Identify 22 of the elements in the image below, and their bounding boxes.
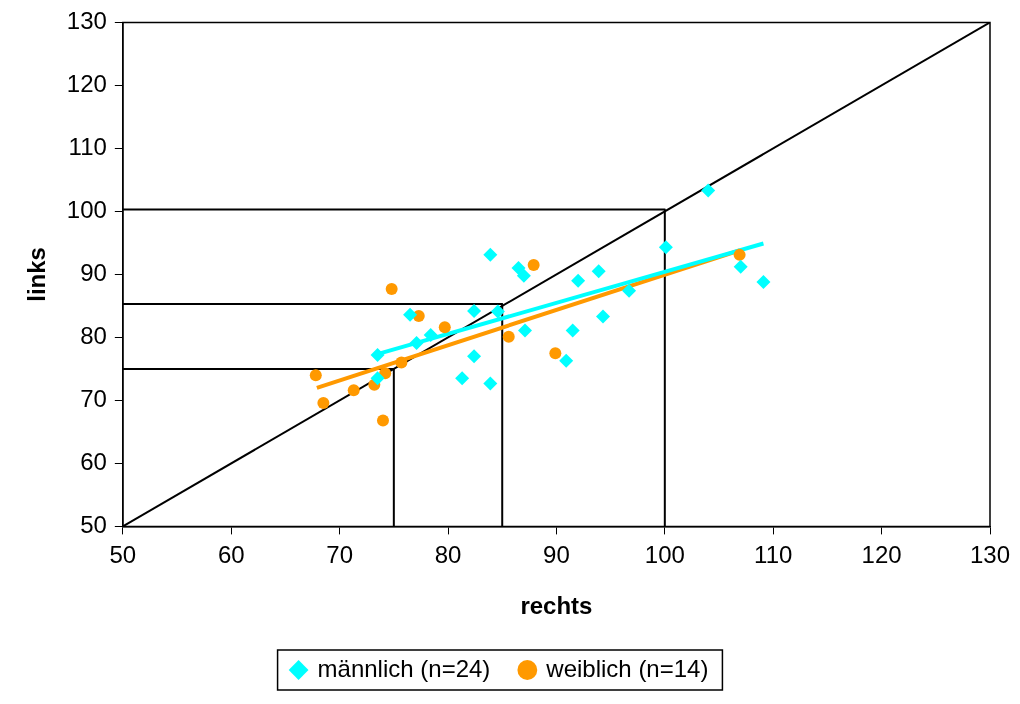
y-tick-label: 50 xyxy=(80,511,107,539)
x-axis-title: rechts xyxy=(520,592,593,620)
x-tick-label: 80 xyxy=(434,541,462,569)
x-tick-label: 110 xyxy=(754,541,793,569)
y-tick-label: 90 xyxy=(80,259,107,287)
y-tick-label: 70 xyxy=(80,385,107,413)
y-axis-title: links xyxy=(23,247,51,302)
x-tick-label: 130 xyxy=(969,541,1011,569)
x-tick-label: 120 xyxy=(861,541,902,569)
x-tick-label: 100 xyxy=(644,541,685,569)
legend-label: weiblich (n=14) xyxy=(545,654,709,682)
x-tick-label: 90 xyxy=(543,541,570,569)
y-tick-label: 110 xyxy=(68,133,107,161)
y-tick-label: 100 xyxy=(66,196,107,224)
y-tick-label: 130 xyxy=(66,7,107,35)
y-tick-label: 120 xyxy=(66,70,107,98)
legend-label: männlich (n=24) xyxy=(317,654,491,682)
x-tick-label: 50 xyxy=(109,541,137,569)
y-tick-label: 80 xyxy=(80,322,107,350)
x-tick-label: 70 xyxy=(326,541,353,569)
x-tick-label: 60 xyxy=(217,541,245,569)
y-tick-label: 60 xyxy=(80,448,107,476)
